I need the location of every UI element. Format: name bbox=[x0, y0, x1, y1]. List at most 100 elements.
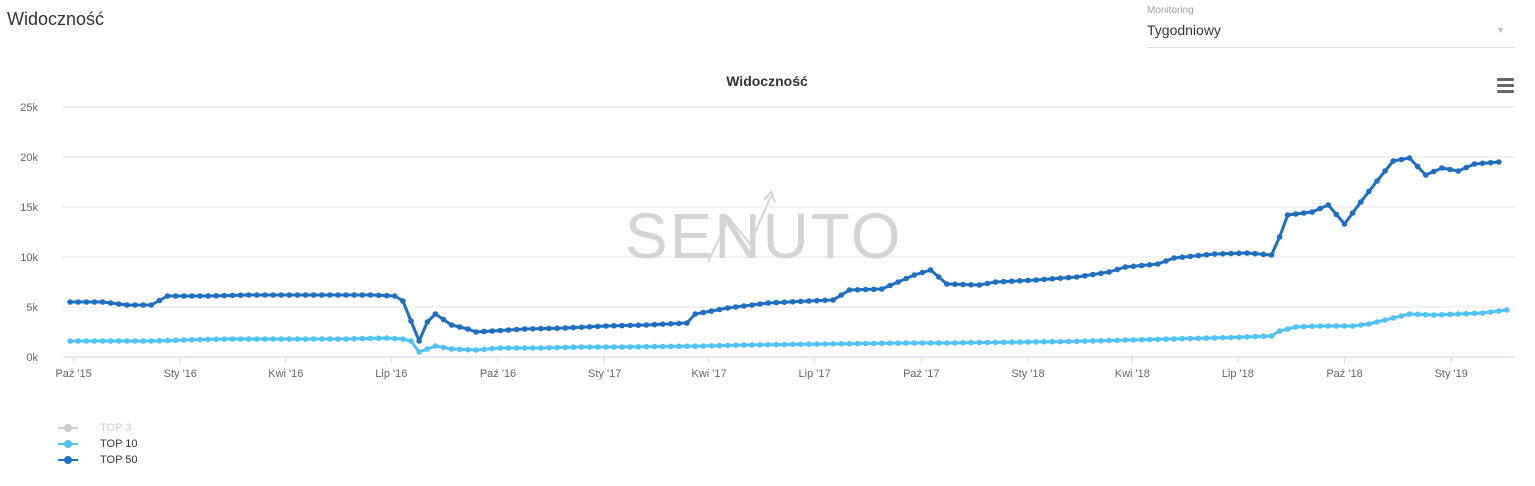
data-point[interactable] bbox=[960, 281, 966, 288]
data-point[interactable] bbox=[992, 279, 999, 285]
data-point[interactable] bbox=[919, 340, 926, 346]
data-point[interactable] bbox=[1171, 336, 1177, 342]
data-point[interactable] bbox=[1098, 337, 1104, 344]
data-point[interactable] bbox=[530, 326, 536, 332]
data-point[interactable] bbox=[1114, 337, 1121, 344]
data-point[interactable] bbox=[473, 329, 479, 335]
data-point[interactable] bbox=[724, 305, 731, 311]
data-point[interactable] bbox=[1455, 311, 1461, 317]
data-point[interactable] bbox=[1033, 277, 1039, 283]
data-point[interactable] bbox=[189, 337, 195, 343]
data-point[interactable] bbox=[140, 302, 146, 308]
data-point[interactable] bbox=[229, 292, 236, 299]
data-point[interactable] bbox=[611, 323, 617, 329]
data-point[interactable] bbox=[1455, 168, 1461, 174]
data-point[interactable] bbox=[310, 336, 317, 342]
data-point[interactable] bbox=[1447, 166, 1453, 173]
data-point[interactable] bbox=[359, 292, 366, 298]
data-point[interactable] bbox=[448, 346, 455, 352]
data-point[interactable] bbox=[91, 338, 98, 344]
chevron-down-icon[interactable]: ▼ bbox=[1496, 25, 1505, 35]
data-point[interactable] bbox=[1309, 323, 1315, 330]
data-point[interactable] bbox=[806, 341, 812, 348]
data-point[interactable] bbox=[237, 336, 244, 342]
data-point[interactable] bbox=[375, 292, 382, 299]
data-point[interactable] bbox=[838, 292, 845, 298]
data-point[interactable] bbox=[1236, 334, 1242, 341]
data-point[interactable] bbox=[968, 282, 974, 288]
data-point[interactable] bbox=[1228, 250, 1234, 257]
data-point[interactable] bbox=[1276, 234, 1283, 240]
data-point[interactable] bbox=[1317, 205, 1323, 212]
data-point[interactable] bbox=[1487, 309, 1494, 315]
data-point[interactable] bbox=[1017, 339, 1023, 345]
data-point[interactable] bbox=[99, 338, 106, 344]
data-point[interactable] bbox=[164, 293, 171, 299]
data-point[interactable] bbox=[1065, 274, 1072, 281]
data-point[interactable] bbox=[911, 272, 918, 278]
data-point[interactable] bbox=[895, 340, 901, 346]
data-point[interactable] bbox=[481, 346, 487, 353]
data-point[interactable] bbox=[757, 301, 763, 307]
data-point[interactable] bbox=[1252, 250, 1258, 257]
data-point[interactable] bbox=[676, 343, 682, 350]
data-point[interactable] bbox=[1349, 323, 1356, 329]
data-point[interactable] bbox=[594, 344, 601, 350]
data-point[interactable] bbox=[513, 345, 520, 351]
data-point[interactable] bbox=[797, 341, 804, 348]
data-point[interactable] bbox=[603, 323, 609, 329]
data-point[interactable] bbox=[456, 346, 463, 353]
data-point[interactable] bbox=[343, 292, 349, 298]
data-point[interactable] bbox=[1414, 163, 1421, 170]
data-point[interactable] bbox=[181, 337, 187, 343]
data-point[interactable] bbox=[757, 342, 763, 348]
data-point[interactable] bbox=[952, 281, 958, 288]
data-point[interactable] bbox=[1008, 339, 1015, 346]
data-point[interactable] bbox=[1082, 338, 1088, 344]
data-point[interactable] bbox=[643, 322, 650, 328]
data-point[interactable] bbox=[189, 293, 195, 299]
data-point[interactable] bbox=[432, 311, 439, 317]
data-point[interactable] bbox=[1138, 262, 1145, 269]
data-point[interactable] bbox=[75, 299, 81, 305]
data-point[interactable] bbox=[692, 343, 698, 349]
data-point[interactable] bbox=[676, 320, 682, 327]
data-point[interactable] bbox=[481, 328, 487, 335]
menu-icon[interactable] bbox=[1497, 78, 1514, 93]
data-point[interactable] bbox=[814, 297, 820, 304]
data-point[interactable] bbox=[1447, 311, 1453, 318]
data-point[interactable] bbox=[879, 286, 885, 292]
data-point[interactable] bbox=[1479, 160, 1486, 167]
data-point[interactable] bbox=[1203, 252, 1210, 258]
data-point[interactable] bbox=[1406, 311, 1413, 317]
data-point[interactable] bbox=[952, 340, 958, 346]
data-point[interactable] bbox=[1049, 276, 1056, 282]
data-point[interactable] bbox=[1000, 278, 1007, 285]
data-point[interactable] bbox=[83, 299, 90, 305]
data-point[interactable] bbox=[586, 344, 593, 350]
data-point[interactable] bbox=[546, 325, 552, 332]
data-point[interactable] bbox=[1025, 277, 1031, 284]
data-point[interactable] bbox=[984, 339, 991, 346]
data-point[interactable] bbox=[237, 292, 244, 299]
data-point[interactable] bbox=[1220, 334, 1226, 341]
data-point[interactable] bbox=[1163, 258, 1169, 264]
data-point[interactable] bbox=[1025, 339, 1031, 345]
data-point[interactable] bbox=[156, 338, 163, 344]
data-point[interactable] bbox=[375, 335, 382, 342]
data-point[interactable] bbox=[1422, 172, 1429, 178]
data-point[interactable] bbox=[351, 292, 358, 298]
data-point[interactable] bbox=[668, 321, 674, 327]
data-point[interactable] bbox=[91, 299, 98, 305]
data-point[interactable] bbox=[343, 336, 349, 342]
data-point[interactable] bbox=[895, 279, 901, 285]
data-point[interactable] bbox=[1211, 251, 1218, 257]
data-point[interactable] bbox=[538, 345, 544, 351]
data-point[interactable] bbox=[67, 338, 73, 344]
data-point[interactable] bbox=[448, 322, 455, 328]
data-point[interactable] bbox=[846, 340, 853, 347]
data-point[interactable] bbox=[992, 339, 999, 346]
data-point[interactable] bbox=[1374, 178, 1380, 184]
data-point[interactable] bbox=[1049, 338, 1056, 345]
data-point[interactable] bbox=[302, 336, 309, 342]
